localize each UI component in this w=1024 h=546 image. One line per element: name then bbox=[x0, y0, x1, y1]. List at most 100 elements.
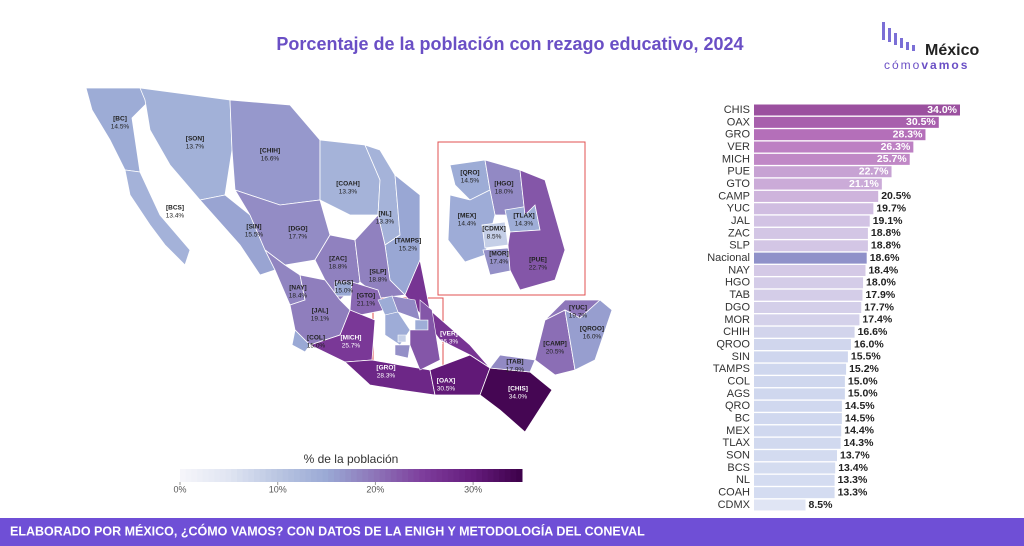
state-region bbox=[414, 319, 429, 331]
colorbar-swatch bbox=[294, 469, 301, 482]
state-code: [COL] bbox=[307, 335, 325, 342]
map: [BC]14.5%[SON]13.7%[CHIH]16.6%[COAH]13.3… bbox=[85, 87, 613, 433]
category-label: GTO bbox=[726, 178, 750, 190]
state-code: [OAX] bbox=[437, 378, 455, 385]
value-label: 26.3% bbox=[881, 141, 911, 153]
value-label: 8.5% bbox=[809, 499, 834, 511]
category-label: NAY bbox=[728, 264, 750, 276]
state-code: [TLAX] bbox=[513, 213, 534, 220]
bar bbox=[754, 487, 835, 499]
colorbar-swatch bbox=[185, 469, 192, 482]
bar-chart: CHIS 34.0% OAX 30.5% GRO 28.3% VER 26.3% MICH 25.… bbox=[707, 104, 960, 511]
inset-frame bbox=[437, 141, 586, 296]
category-label: OAX bbox=[727, 116, 751, 128]
logo: México cómovamos bbox=[882, 22, 979, 72]
colorbar-swatch bbox=[276, 469, 284, 482]
colorbar-swatch bbox=[504, 469, 512, 482]
state-value: 26.3% bbox=[440, 339, 459, 346]
colorbar-swatch bbox=[214, 469, 221, 482]
category-label: CHIH bbox=[723, 326, 750, 338]
bar bbox=[754, 190, 879, 202]
bar bbox=[754, 227, 868, 239]
colorbar-swatch bbox=[368, 469, 375, 482]
state-code: [SON] bbox=[186, 136, 204, 143]
state-region bbox=[564, 299, 613, 371]
state-region bbox=[349, 281, 386, 316]
state-code: [NL] bbox=[379, 211, 392, 218]
colorbar-swatch bbox=[499, 469, 506, 482]
state-region bbox=[354, 214, 406, 299]
colorbar-swatch bbox=[311, 469, 318, 482]
state-value: 18.8% bbox=[329, 264, 348, 271]
colorbar-swatch bbox=[208, 469, 215, 482]
logo-tagline-b: vamos bbox=[921, 58, 969, 72]
value-label: 21.1% bbox=[849, 178, 879, 190]
colorbar-swatch bbox=[202, 469, 209, 482]
state-code: [DGO] bbox=[288, 226, 307, 233]
value-label: 13.3% bbox=[838, 486, 868, 498]
state-value: 22.7% bbox=[529, 265, 548, 272]
state-code: [SIN] bbox=[246, 224, 261, 231]
colorbar-swatch bbox=[487, 469, 494, 482]
colorbar-swatch bbox=[254, 469, 261, 482]
colorbar-swatch bbox=[271, 469, 278, 482]
bar bbox=[754, 178, 882, 190]
value-label: 30.5% bbox=[906, 116, 936, 128]
colorbar-swatch bbox=[191, 469, 198, 482]
colorbar-swatch bbox=[493, 469, 500, 482]
value-label: 14.5% bbox=[845, 412, 875, 424]
state-region bbox=[394, 344, 411, 359]
colorbar-swatch bbox=[453, 469, 460, 482]
category-label: MOR bbox=[724, 314, 750, 326]
colorbar-swatch bbox=[316, 469, 323, 482]
logo-name: México bbox=[925, 42, 979, 59]
colorbar-tick-label: 10% bbox=[269, 484, 287, 494]
bar bbox=[754, 166, 892, 178]
category-label: CHIS bbox=[724, 104, 750, 116]
value-label: 18.6% bbox=[870, 252, 900, 264]
category-label: JAL bbox=[731, 215, 750, 227]
category-label: DGO bbox=[725, 301, 751, 313]
state-code: [BC] bbox=[113, 116, 127, 123]
colorbar-swatch bbox=[356, 469, 363, 482]
value-label: 18.8% bbox=[871, 227, 901, 239]
state-value: 13.3% bbox=[339, 189, 358, 196]
state-value: 18.0% bbox=[495, 189, 514, 196]
colorbar-tick-label: 30% bbox=[464, 484, 482, 494]
bar bbox=[754, 302, 862, 313]
category-label: SON bbox=[726, 450, 750, 462]
bar bbox=[754, 413, 842, 425]
colorbar-swatch bbox=[282, 469, 289, 482]
value-label: 20.5% bbox=[881, 190, 911, 202]
bar bbox=[754, 400, 842, 412]
colorbar-swatch bbox=[413, 469, 420, 482]
state-code: [COAH] bbox=[336, 181, 359, 188]
category-label: VER bbox=[727, 141, 750, 153]
value-label: 15.2% bbox=[849, 363, 879, 375]
value-label: 13.4% bbox=[838, 462, 868, 474]
colorbar-swatch bbox=[339, 469, 346, 482]
value-label: 16.0% bbox=[854, 338, 884, 350]
colorbar-swatch bbox=[430, 469, 437, 482]
logo-bar bbox=[888, 28, 891, 42]
colorbar-swatch bbox=[265, 469, 272, 482]
colorbar-swatch bbox=[231, 469, 238, 482]
state-value: 15.0% bbox=[335, 288, 354, 295]
state-value: 21.1% bbox=[357, 301, 376, 308]
state-code: [CDMX] bbox=[482, 226, 505, 233]
state-code: [QRO] bbox=[460, 170, 479, 177]
bar bbox=[754, 499, 806, 511]
state-code: [HGO] bbox=[494, 181, 513, 188]
colorbar-swatch bbox=[442, 469, 449, 482]
bar bbox=[754, 462, 836, 474]
bar bbox=[754, 289, 863, 301]
colorbar-swatch bbox=[470, 469, 477, 482]
colorbar-swatch bbox=[333, 469, 341, 482]
colorbar-swatch bbox=[351, 469, 358, 482]
state-code: [ZAC] bbox=[329, 256, 347, 263]
colorbar-swatch bbox=[396, 469, 403, 482]
bar bbox=[754, 425, 842, 437]
category-label: CAMP bbox=[718, 190, 750, 202]
state-code: [MEX] bbox=[458, 213, 476, 220]
bar bbox=[754, 437, 841, 449]
